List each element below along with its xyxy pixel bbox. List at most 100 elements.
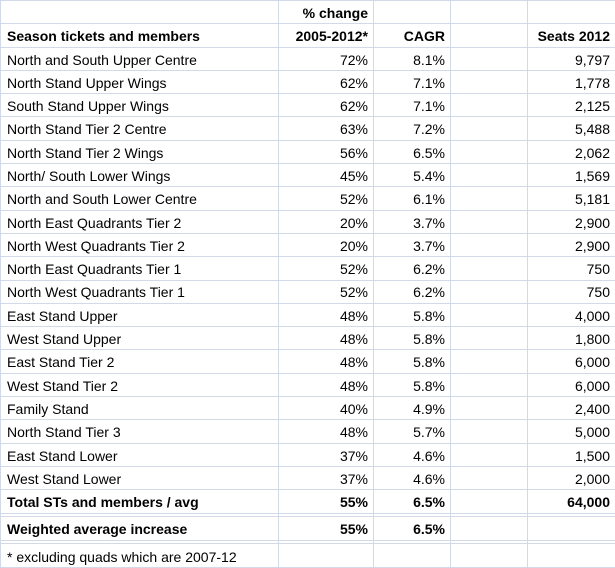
spacer-cell[interactable]: [450, 232, 528, 258]
spacer-cell[interactable]: [450, 69, 528, 95]
pct-change-cell[interactable]: 2005-2012*: [278, 23, 374, 48]
cagr-cell[interactable]: 6.5%: [373, 489, 451, 514]
cagr-cell[interactable]: 4.9%: [373, 396, 451, 421]
pct-change-cell[interactable]: 48%: [278, 419, 374, 444]
row-label-cell[interactable]: North Stand Tier 3: [0, 419, 279, 444]
seats-cell[interactable]: 1,778: [527, 69, 615, 95]
seats-cell[interactable]: [527, 516, 615, 541]
cagr-cell[interactable]: 7.1%: [373, 69, 451, 95]
row-label-cell[interactable]: East Stand Lower: [0, 442, 279, 467]
pct-change-cell[interactable]: 62%: [278, 93, 374, 118]
row-label-cell[interactable]: Total STs and members / avg: [0, 489, 279, 514]
row-label-cell[interactable]: [0, 0, 279, 25]
pct-change-cell[interactable]: 45%: [278, 163, 374, 188]
seats-cell[interactable]: 2,900: [527, 232, 615, 258]
spacer-cell[interactable]: [450, 256, 528, 281]
pct-change-cell[interactable]: 48%: [278, 302, 374, 328]
seats-cell[interactable]: [527, 0, 615, 25]
spacer-cell[interactable]: [450, 516, 528, 541]
seats-cell[interactable]: 5,488: [527, 116, 615, 141]
row-label-cell[interactable]: North East Quadrants Tier 2: [0, 209, 279, 234]
row-label-cell[interactable]: North East Quadrants Tier 1: [0, 256, 279, 281]
cagr-cell[interactable]: 5.8%: [373, 302, 451, 328]
cagr-cell[interactable]: 5.7%: [373, 419, 451, 444]
row-label-cell[interactable]: North Stand Upper Wings: [0, 69, 279, 95]
pct-change-cell[interactable]: 40%: [278, 396, 374, 421]
cagr-cell[interactable]: 6.5%: [373, 516, 451, 541]
spacer-cell[interactable]: [450, 489, 528, 514]
cagr-cell[interactable]: [373, 543, 451, 568]
pct-change-cell[interactable]: 48%: [278, 349, 374, 374]
pct-change-cell[interactable]: 72%: [278, 46, 374, 71]
seats-cell[interactable]: 1,569: [527, 163, 615, 188]
row-label-cell[interactable]: Family Stand: [0, 396, 279, 421]
row-label-cell[interactable]: North and South Upper Centre: [0, 46, 279, 71]
seats-cell[interactable]: 6,000: [527, 372, 615, 398]
row-label-cell[interactable]: North West Quadrants Tier 1: [0, 279, 279, 304]
cagr-cell[interactable]: 3.7%: [373, 209, 451, 234]
spacer-cell[interactable]: [450, 23, 528, 48]
spacer-cell[interactable]: [450, 116, 528, 141]
cagr-cell[interactable]: 5.4%: [373, 163, 451, 188]
cagr-cell[interactable]: 6.1%: [373, 186, 451, 211]
seats-cell[interactable]: 1,500: [527, 442, 615, 467]
seats-cell[interactable]: 1,800: [527, 326, 615, 351]
spacer-cell[interactable]: [450, 46, 528, 71]
cagr-cell[interactable]: 6.5%: [373, 139, 451, 165]
seats-cell[interactable]: 750: [527, 256, 615, 281]
pct-change-cell[interactable]: 20%: [278, 232, 374, 258]
cagr-cell[interactable]: 5.8%: [373, 349, 451, 374]
row-label-cell[interactable]: West Stand Upper: [0, 326, 279, 351]
spacer-cell[interactable]: [450, 442, 528, 467]
cagr-cell[interactable]: 6.2%: [373, 256, 451, 281]
cagr-cell[interactable]: 7.1%: [373, 93, 451, 118]
pct-change-cell[interactable]: 55%: [278, 489, 374, 514]
cagr-cell[interactable]: 5.8%: [373, 372, 451, 398]
spacer-cell[interactable]: [450, 419, 528, 444]
row-label-cell[interactable]: Season tickets and members: [0, 23, 279, 48]
seats-cell[interactable]: Seats 2012: [527, 23, 615, 48]
spacer-cell[interactable]: [450, 163, 528, 188]
row-label-cell[interactable]: North/ South Lower Wings: [0, 163, 279, 188]
pct-change-cell[interactable]: 48%: [278, 372, 374, 398]
seats-cell[interactable]: 750: [527, 279, 615, 304]
cagr-cell[interactable]: CAGR: [373, 23, 451, 48]
pct-change-cell[interactable]: 63%: [278, 116, 374, 141]
pct-change-cell[interactable]: 56%: [278, 139, 374, 165]
row-label-cell[interactable]: East Stand Upper: [0, 302, 279, 328]
spacer-cell[interactable]: [450, 543, 528, 568]
cagr-cell[interactable]: 8.1%: [373, 46, 451, 71]
pct-change-cell[interactable]: 52%: [278, 279, 374, 304]
pct-change-cell[interactable]: 48%: [278, 326, 374, 351]
seats-cell[interactable]: 5,000: [527, 419, 615, 444]
row-label-cell[interactable]: Weighted average increase: [0, 516, 279, 541]
spacer-cell[interactable]: [450, 0, 528, 25]
spacer-cell[interactable]: [450, 396, 528, 421]
seats-cell[interactable]: 2,125: [527, 93, 615, 118]
seats-cell[interactable]: [527, 543, 615, 568]
spacer-cell[interactable]: [450, 93, 528, 118]
row-label-cell[interactable]: North and South Lower Centre: [0, 186, 279, 211]
pct-change-cell[interactable]: 55%: [278, 516, 374, 541]
cagr-cell[interactable]: 4.6%: [373, 442, 451, 467]
seats-cell[interactable]: 2,062: [527, 139, 615, 165]
spacer-cell[interactable]: [450, 302, 528, 328]
seats-cell[interactable]: 9,797: [527, 46, 615, 71]
spacer-cell[interactable]: [450, 326, 528, 351]
spacer-cell[interactable]: [450, 465, 528, 491]
row-label-cell[interactable]: North West Quadrants Tier 2: [0, 232, 279, 258]
cagr-cell[interactable]: 6.2%: [373, 279, 451, 304]
pct-change-cell[interactable]: 52%: [278, 256, 374, 281]
pct-change-cell[interactable]: 37%: [278, 465, 374, 491]
pct-change-cell[interactable]: 37%: [278, 442, 374, 467]
row-label-cell[interactable]: North Stand Tier 2 Centre: [0, 116, 279, 141]
spacer-cell[interactable]: [450, 186, 528, 211]
cagr-cell[interactable]: 3.7%: [373, 232, 451, 258]
spacer-cell[interactable]: [450, 372, 528, 398]
row-label-cell[interactable]: North Stand Tier 2 Wings: [0, 139, 279, 165]
seats-cell[interactable]: 2,000: [527, 465, 615, 491]
row-label-cell[interactable]: West Stand Tier 2: [0, 372, 279, 398]
row-label-cell[interactable]: West Stand Lower: [0, 465, 279, 491]
spacer-cell[interactable]: [450, 139, 528, 165]
seats-cell[interactable]: 5,181: [527, 186, 615, 211]
